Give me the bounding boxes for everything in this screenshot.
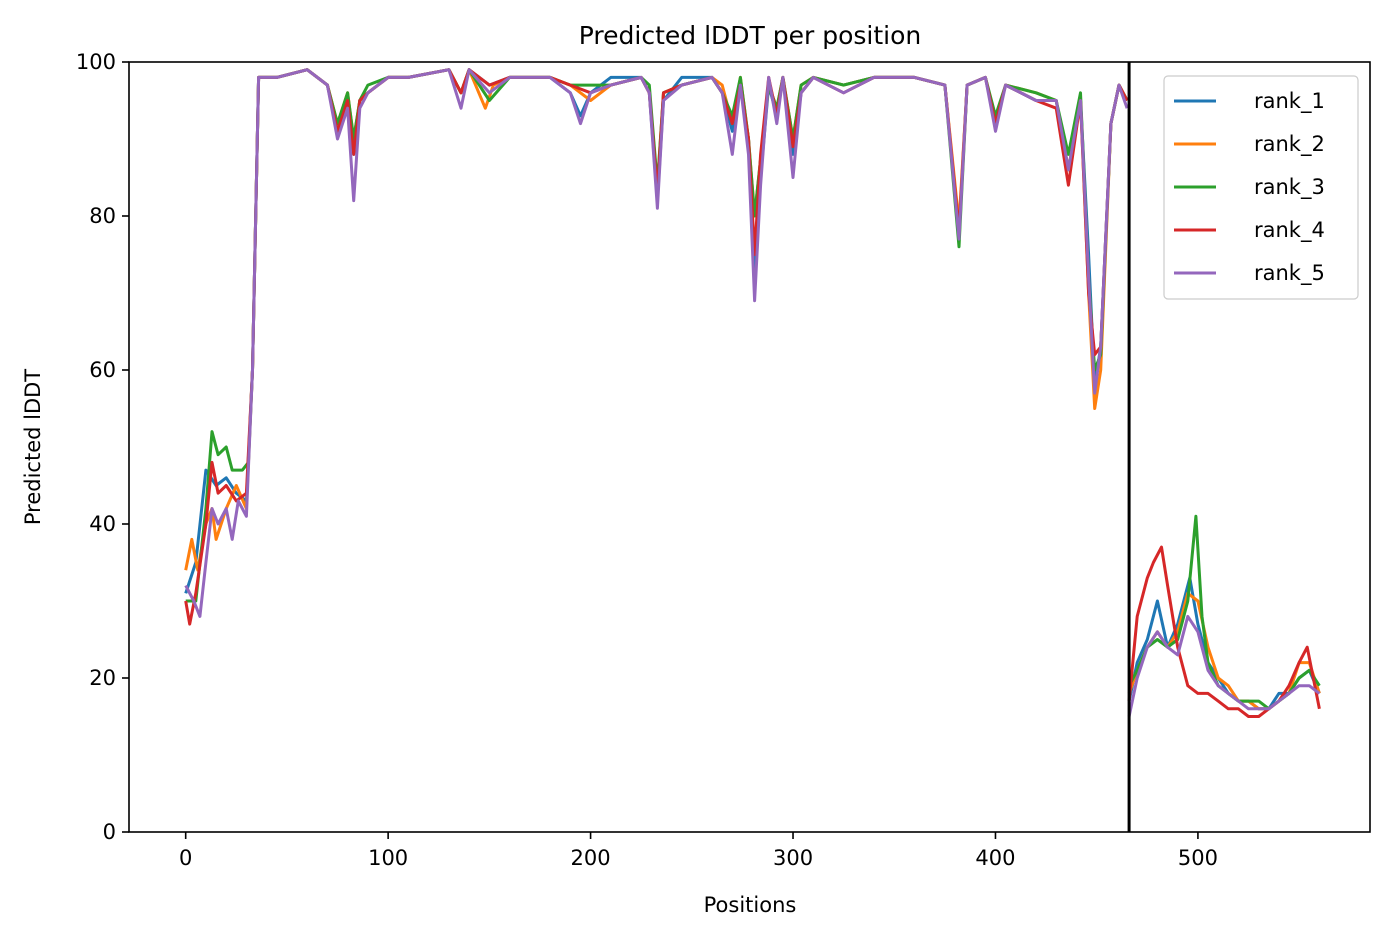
series-line-rank_4-segment-2 xyxy=(1127,545,1321,718)
legend-label-rank_4: rank_4 xyxy=(1254,218,1325,243)
series-line-rank_5-segment-1 xyxy=(184,68,1129,618)
series-line-rank_2-segment-1 xyxy=(184,68,1129,572)
legend-label-rank_1: rank_1 xyxy=(1254,89,1325,114)
series-line-rank_4-segment-1 xyxy=(184,68,1129,626)
series-layer xyxy=(184,68,1321,718)
legend-label-rank_2: rank_2 xyxy=(1254,132,1325,157)
legend-box xyxy=(1163,75,1359,300)
x-axis-label: Positions xyxy=(704,893,797,917)
y-axis-label: Predicted lDDT xyxy=(21,369,45,525)
y-tick-label: 60 xyxy=(89,358,116,382)
y-tick-label: 100 xyxy=(76,50,116,74)
series-line-rank_3-segment-1 xyxy=(185,68,1129,603)
legend-label-rank_5: rank_5 xyxy=(1254,261,1325,286)
x-tick-label: 500 xyxy=(1178,846,1218,870)
series-line-rank_1-segment-1 xyxy=(184,68,1129,594)
x-tick-label: 0 xyxy=(179,846,192,870)
legend-label-rank_3: rank_3 xyxy=(1254,175,1325,200)
y-tick-label: 80 xyxy=(89,204,116,228)
y-tick-label: 0 xyxy=(103,820,116,844)
y-tick-label: 20 xyxy=(89,666,116,690)
x-axis-ticks: 0 100 200 300 400 500 xyxy=(179,832,1218,870)
x-tick-label: 100 xyxy=(368,846,408,870)
x-tick-label: 400 xyxy=(975,846,1015,870)
x-tick-label: 200 xyxy=(571,846,611,870)
x-tick-label: 300 xyxy=(773,846,813,870)
y-tick-label: 40 xyxy=(89,512,116,536)
chart-title: Predicted lDDT per position xyxy=(579,21,921,50)
series-line-rank_5-segment-2 xyxy=(1127,614,1321,717)
y-axis-ticks: 0 20 40 60 80 100 xyxy=(76,50,129,844)
plot-frame xyxy=(128,61,1371,833)
legend: rank_1 rank_2 rank_3 rank_4 rank_5 xyxy=(1163,75,1359,300)
